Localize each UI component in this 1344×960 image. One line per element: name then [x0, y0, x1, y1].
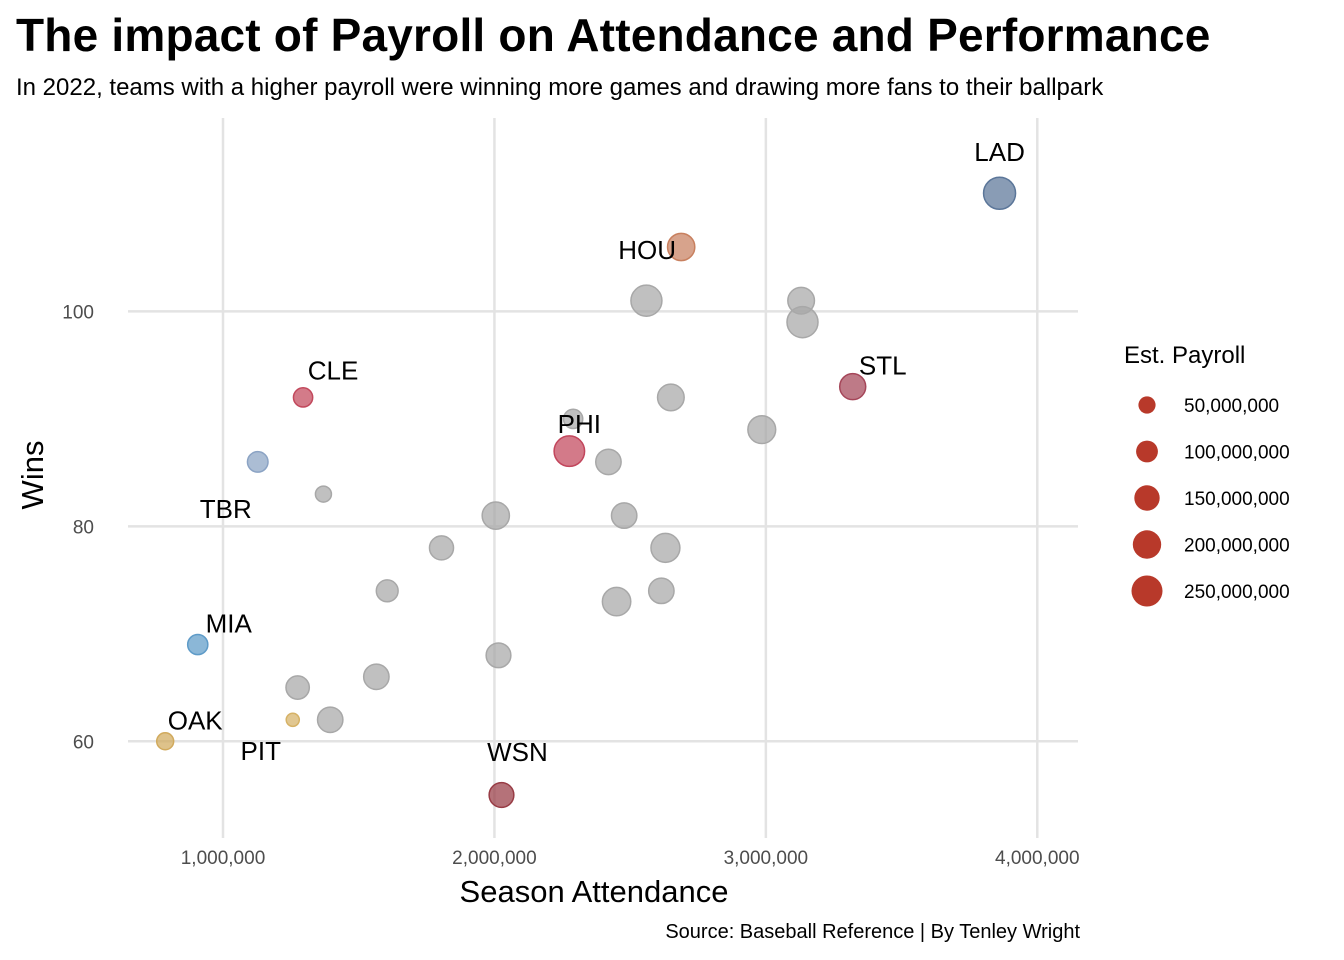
data-point — [362, 663, 390, 691]
data-point — [647, 577, 675, 605]
y-axis-title: Wins — [15, 441, 50, 510]
data-point — [747, 414, 777, 445]
team-label-lad: LAD — [974, 137, 1025, 167]
x-tick-label: 2,000,000 — [452, 848, 537, 869]
data-point-phi — [553, 435, 586, 468]
data-point — [428, 535, 455, 561]
data-point — [656, 383, 685, 412]
data-point-pit — [285, 712, 301, 728]
legend-label: 250,000,000 — [1184, 582, 1290, 603]
legend-title: Est. Payroll — [1124, 342, 1245, 369]
data-point — [285, 675, 311, 700]
data-point — [481, 501, 511, 530]
data-point — [562, 408, 584, 430]
team-label-phi: PHI — [558, 409, 601, 439]
legend-label: 200,000,000 — [1184, 536, 1290, 557]
legend-label: 150,000,000 — [1184, 489, 1290, 510]
data-point — [485, 642, 512, 669]
axis-tick-labels: 1,000,000 2,000,000 3,000,000 4,000,000 60 80… — [62, 302, 1079, 869]
x-tick-label: 3,000,000 — [724, 848, 809, 869]
chart-caption: Source: Baseball Reference | By Tenley W… — [665, 921, 1080, 943]
data-point — [601, 586, 632, 617]
legend-key-circle — [1138, 396, 1156, 414]
team-label-wsn: WSN — [487, 737, 548, 767]
y-tick-label: 60 — [73, 732, 94, 753]
data-point-hou — [666, 232, 696, 262]
data-point — [316, 706, 344, 734]
data-point — [375, 579, 399, 603]
data-point-oak — [155, 732, 175, 751]
legend-key-circle — [1136, 440, 1158, 463]
team-labels: LAD HOU STL PHI CLE TBR MIA OAK PIT WSN — [168, 137, 1025, 767]
team-label-pit: PIT — [241, 736, 282, 766]
team-label-tbr: TBR — [200, 494, 252, 524]
x-tick-label: 1,000,000 — [181, 848, 266, 869]
y-tick-label: 80 — [73, 517, 94, 538]
chart-title: The impact of Payroll on Attendance and … — [16, 9, 1211, 61]
chart-subtitle: In 2022, teams with a higher payroll wer… — [16, 74, 1104, 101]
data-point — [594, 448, 622, 476]
grid-lines — [128, 118, 1078, 838]
legend-key-circle — [1131, 575, 1163, 607]
legend-label: 100,000,000 — [1184, 443, 1290, 464]
x-axis-title: Season Attendance — [460, 874, 729, 909]
data-point — [610, 502, 638, 530]
data-point — [786, 305, 819, 339]
data-point — [314, 485, 333, 503]
x-tick-label: 4,000,000 — [995, 848, 1080, 869]
legend-key-circle — [1134, 485, 1160, 511]
data-point-lad — [982, 176, 1017, 210]
team-label-oak: OAK — [168, 705, 224, 735]
data-point — [650, 532, 681, 564]
size-legend: Est. Payroll 50,000,000 100,000,000 150,00… — [1124, 342, 1290, 607]
data-point — [630, 284, 663, 317]
data-points — [155, 176, 1017, 809]
data-point-cle — [292, 387, 314, 408]
legend-key-circle — [1132, 530, 1162, 559]
data-point-stl — [838, 372, 867, 401]
data-point-wsn — [488, 781, 515, 809]
team-label-cle: CLE — [308, 355, 359, 385]
team-label-mia: MIA — [206, 609, 253, 639]
team-label-stl: STL — [859, 351, 907, 381]
team-label-hou: HOU — [618, 235, 676, 265]
data-point-mia — [186, 633, 209, 656]
legend-label: 50,000,000 — [1184, 396, 1279, 417]
data-point-tbr — [246, 450, 269, 473]
y-tick-label: 100 — [62, 302, 94, 323]
